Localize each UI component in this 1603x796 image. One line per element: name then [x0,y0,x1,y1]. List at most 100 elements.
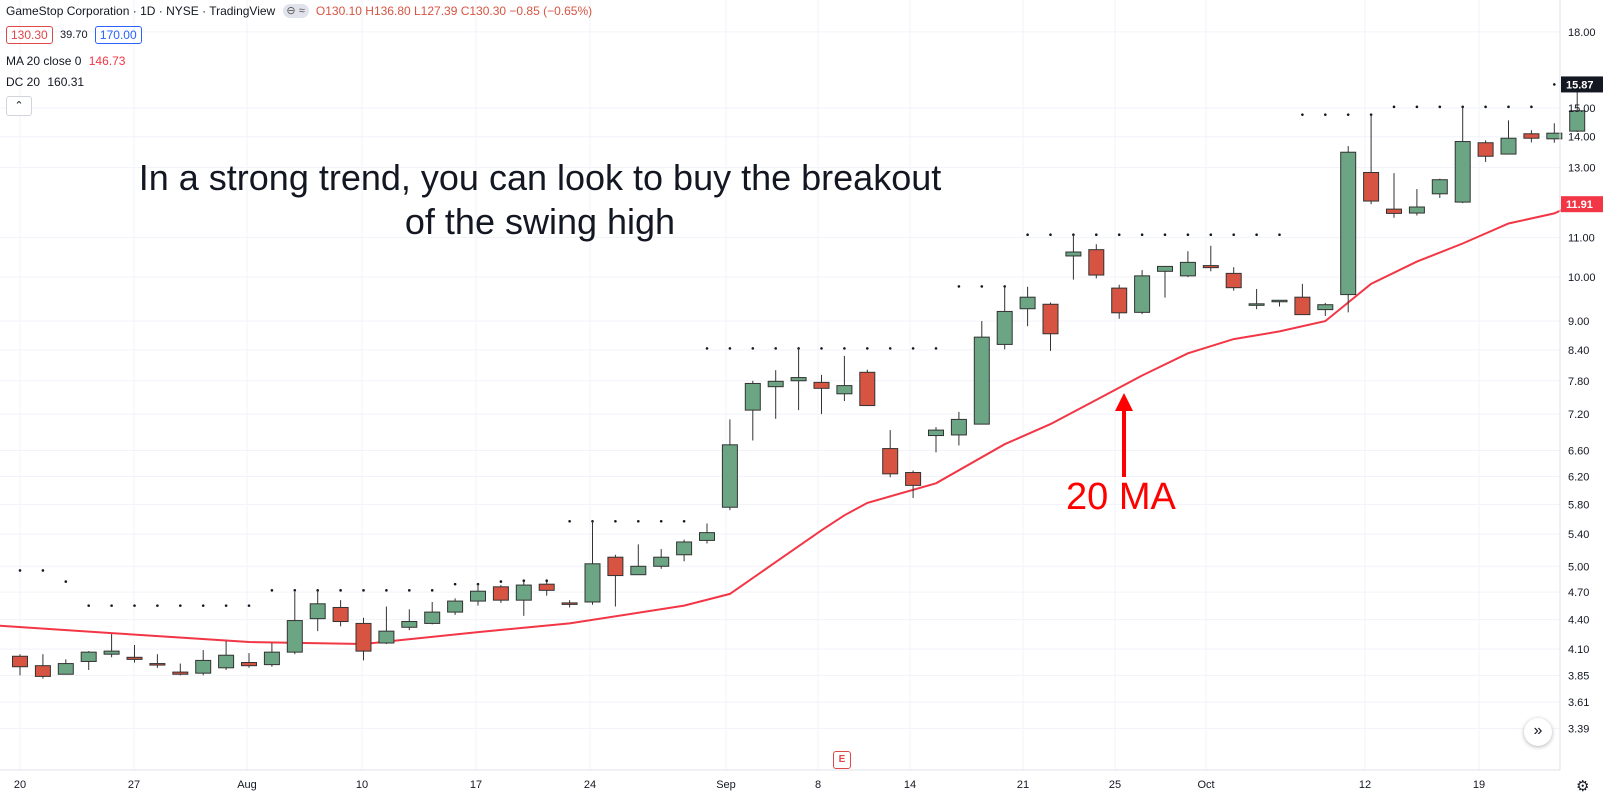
ohlc-values: O130.10 H136.80 L127.39 C130.30 −0.85 (−… [315,3,593,18]
candle-body [1019,296,1036,310]
candle-body [1546,132,1563,140]
y-tick-label: 3.61 [1568,697,1589,709]
candle-body [1431,179,1448,195]
x-tick-label: 14 [904,779,916,791]
y-tick-label: 18.00 [1568,27,1596,39]
candle [1042,302,1059,351]
candle-body [1134,275,1151,313]
x-tick-label: 10 [356,779,368,791]
dc-legend-value: 160.31 [47,74,85,89]
ma-annotation-label: 20 MA [1066,476,1176,518]
candle-body [103,650,120,655]
candle-body [1317,304,1334,311]
candle [1454,106,1471,204]
dc-point [1324,113,1327,116]
scroll-to-latest-icon[interactable]: » [1524,718,1552,746]
candle [195,650,212,676]
x-tick-label: Aug [237,779,257,791]
candle-body [950,418,967,436]
candle-body [996,310,1013,345]
candle-body [1477,142,1494,157]
candle-body [1179,261,1196,277]
ma-legend-label: MA 20 close 0 [6,53,82,68]
ask-price-button[interactable]: 170.00 [94,26,142,44]
candle-body [1386,208,1402,214]
bid-ask-legend: 130.30 39.70 170.00 [6,26,142,44]
candle-body [309,603,326,620]
dc-point [224,604,228,607]
time-axis[interactable]: 20 27 Aug 10 17 24 Sep 8 14 21 25 Oct 12 19 [0,769,1560,791]
dc-point [270,589,274,592]
candle-body [149,663,166,666]
candle-body [973,336,990,425]
dc-point [87,604,90,607]
dc-point [1484,105,1487,109]
candle-body [1088,249,1105,276]
candle-body [241,662,257,667]
candle [653,549,670,569]
eye-toggle-icon[interactable]: ⊖ ≈ [282,3,309,18]
dc-point [453,582,457,586]
dc-point [156,604,159,607]
y-tick-label: 6.60 [1568,445,1589,457]
gear-icon[interactable]: ⚙ [1576,778,1590,795]
y-tick-label: 4.70 [1568,587,1589,599]
candle-body [1157,265,1173,272]
ma-price-badge [1561,196,1603,213]
candle [286,592,303,655]
candle-body [355,622,372,652]
ma-annotation-arrow [1115,393,1133,477]
chevron-up-icon[interactable]: ⌃ [6,96,32,116]
candle-body [515,584,532,601]
y-tick-label: 9.00 [1568,316,1589,328]
candle [699,523,715,544]
dc-point [293,589,297,592]
candle-body [1065,251,1082,257]
dc-point [1255,233,1258,237]
candle [424,601,441,625]
candle [1431,178,1448,198]
dc-point [1140,233,1144,237]
candle [241,653,257,668]
y-tick-label: 14.00 [1568,132,1596,144]
candle-body [172,671,189,675]
candle [767,370,784,419]
candle [1317,302,1334,316]
candle [126,645,143,663]
dc-point [133,604,136,607]
bid-price-button[interactable]: 130.30 [6,26,53,44]
candle-body [859,371,876,407]
y-tick-label: 5.80 [1568,499,1589,511]
dc-point [1095,233,1098,237]
candle [80,651,97,670]
x-tick-label: 27 [128,779,140,791]
price-axis[interactable]: 3.39 3.61 3.85 4.10 4.40 4.70 5.00 5.40 5.80 6.20… [1559,0,1603,770]
earnings-marker-icon[interactable]: E [833,751,851,769]
candle [103,634,120,658]
x-tick-label: Oct [1197,779,1214,791]
y-tick-label: 3.39 [1568,723,1589,735]
y-tick-label: 7.80 [1568,376,1589,388]
candle [470,584,486,606]
dc-point [1530,105,1533,109]
dc-point [545,579,548,583]
dc-point [247,604,251,607]
dc-point [1415,105,1419,109]
candle [790,348,807,411]
candle [905,470,922,498]
ma-series-line [0,201,1578,646]
dc-point [1346,113,1350,116]
candle-body [1294,296,1311,316]
candle-body [1248,303,1265,306]
dc-point [18,569,22,572]
candle [1271,299,1288,307]
candle-body [1340,151,1357,296]
dc-point [568,519,571,523]
candle-body [57,663,74,675]
candle-body [813,381,830,389]
candle [1225,267,1242,291]
candle-body [767,380,784,388]
candle-body [447,600,464,613]
candle [561,600,578,608]
